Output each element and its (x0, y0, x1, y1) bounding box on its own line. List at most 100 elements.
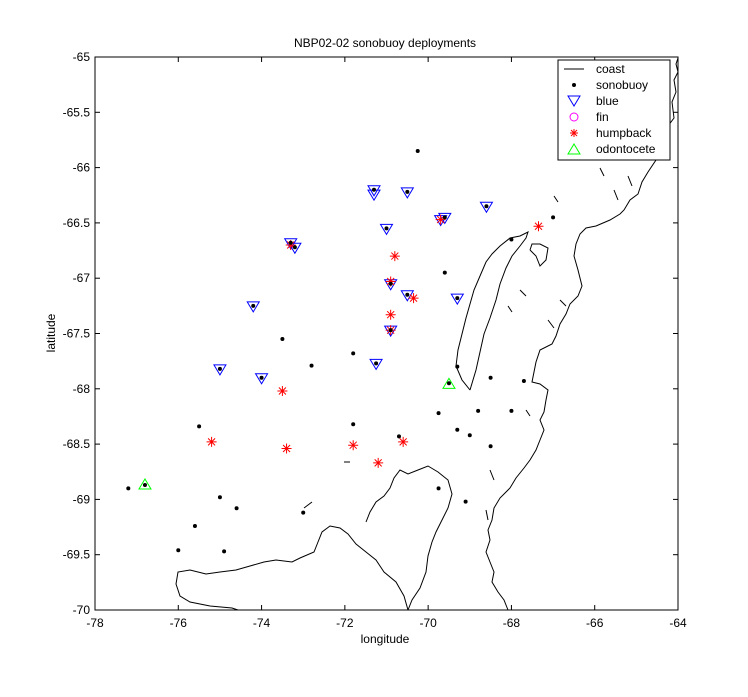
x-tick-label: -74 (253, 616, 271, 630)
legend-swatch-odontocete (567, 143, 581, 155)
x-tick-label: -64 (669, 616, 687, 630)
legend-label-humpback: humpback (596, 126, 652, 140)
humpback-marker (373, 457, 384, 468)
sonobuoy-marker (388, 281, 393, 286)
blue-marker (450, 293, 465, 306)
sonobuoy-marker (142, 483, 147, 488)
sonobuoy-marker (384, 226, 389, 231)
sonobuoy-marker (374, 361, 379, 366)
sonobuoy-marker (259, 375, 264, 380)
humpback-marker (277, 386, 288, 397)
blue-marker (400, 290, 415, 302)
sonobuoy-marker (551, 215, 556, 220)
sonobuoy-marker (396, 434, 401, 439)
blue-marker (400, 187, 415, 199)
sonobuoy-marker (217, 366, 222, 371)
y-tick-label: -65.5 (63, 105, 91, 119)
sonobuoy-marker (251, 303, 256, 308)
humpback-marker (348, 440, 359, 451)
y-tick-label: -68 (73, 382, 91, 396)
odontocete-marker (442, 377, 456, 389)
sonobuoy-marker (436, 411, 441, 416)
x-axis-label: longitude (361, 632, 410, 646)
legend-label-blue: blue (596, 94, 619, 108)
legend-label-coast: coast (596, 62, 625, 76)
humpback-marker (389, 251, 400, 262)
humpback-marker (398, 436, 409, 447)
humpback-marker (385, 309, 396, 320)
y-tick-label: -67 (73, 271, 91, 285)
x-tick-label: -66 (586, 616, 604, 630)
sonobuoy-marker (415, 149, 420, 154)
sonobuoy-marker (234, 506, 239, 511)
sonobuoy-marker (176, 548, 181, 553)
sonobuoy-marker (488, 444, 493, 449)
sonobuoy-marker (126, 486, 131, 491)
legend-label-fin: fin (596, 110, 609, 124)
sonobuoy-marker (351, 422, 356, 427)
legend-swatch-fin (569, 112, 579, 122)
humpback-marker (435, 214, 446, 225)
sonobuoy-marker (388, 328, 393, 333)
legend-label-sonobuoy: sonobuoy (596, 78, 648, 92)
sonobuoy-marker (455, 296, 460, 301)
x-tick-label: -70 (419, 616, 437, 630)
sonobuoy-marker (446, 381, 451, 386)
blue-marker (367, 185, 381, 197)
humpback-marker (385, 276, 396, 287)
sonobuoy-marker (436, 486, 441, 491)
legend-swatch-sonobuoy (572, 83, 576, 87)
y-axis-label: latitude (44, 313, 58, 352)
blue-marker (288, 242, 302, 255)
sonobuoy-marker (197, 424, 202, 429)
sonobuoy-marker (301, 510, 306, 515)
blue-marker (254, 373, 269, 385)
legend: coast sonobuoy blue fin humpback odontoc… (557, 59, 671, 161)
sonobuoy-marker (405, 292, 410, 297)
y-tick-label: -66 (73, 161, 91, 175)
blue-marker (479, 201, 494, 214)
sonobuoy-marker (405, 189, 410, 194)
coastline-island-small (529, 243, 549, 267)
y-axis-ticks: -65 -65.5 -66 -66.5 -67 -67.5 -68 -68.5 -69 -69.5… (63, 50, 678, 617)
legend-box (557, 59, 671, 161)
humpback-marker (533, 221, 544, 232)
humpback-marker (281, 443, 292, 454)
legend-swatch-blue (567, 95, 581, 107)
data-markers (126, 149, 556, 554)
coastline-island-large (455, 231, 529, 391)
y-tick-label: -69 (73, 492, 91, 506)
sonobuoy-marker (484, 204, 489, 209)
sonobuoy-marker (372, 187, 377, 192)
sonobuoy-marker (217, 495, 222, 500)
blue-marker (246, 301, 261, 313)
y-tick-label: -68.5 (63, 437, 91, 451)
sonobuoy-marker (455, 427, 460, 432)
plot-frame (94, 56, 679, 611)
humpback-marker (408, 293, 419, 304)
y-tick-label: -67.5 (63, 327, 91, 341)
blue-marker (213, 364, 227, 376)
sonobuoy-marker (488, 375, 493, 380)
sonobuoy-marker (455, 364, 460, 369)
coastline-peninsula (175, 525, 409, 611)
sonobuoy-marker (222, 549, 227, 554)
humpback-marker (206, 436, 217, 447)
x-tick-label: -72 (336, 616, 354, 630)
blue-marker (379, 223, 394, 236)
sonobuoy-marker (509, 237, 514, 242)
y-tick-label: -70 (73, 603, 91, 617)
coastline-shelf (365, 465, 453, 611)
sonobuoy-marker (521, 379, 526, 384)
sonobuoy-marker (442, 270, 447, 275)
x-tick-label: -76 (170, 616, 188, 630)
legend-swatch-humpback (570, 129, 578, 137)
legend-label-odontocete: odontocete (596, 142, 656, 156)
sonobuoy-marker (292, 245, 297, 250)
y-tick-label: -69.5 (63, 548, 91, 562)
blue-marker (283, 238, 298, 250)
x-tick-label: -78 (86, 616, 104, 630)
sonobuoy-marker (467, 433, 472, 438)
blue-marker (369, 358, 383, 371)
